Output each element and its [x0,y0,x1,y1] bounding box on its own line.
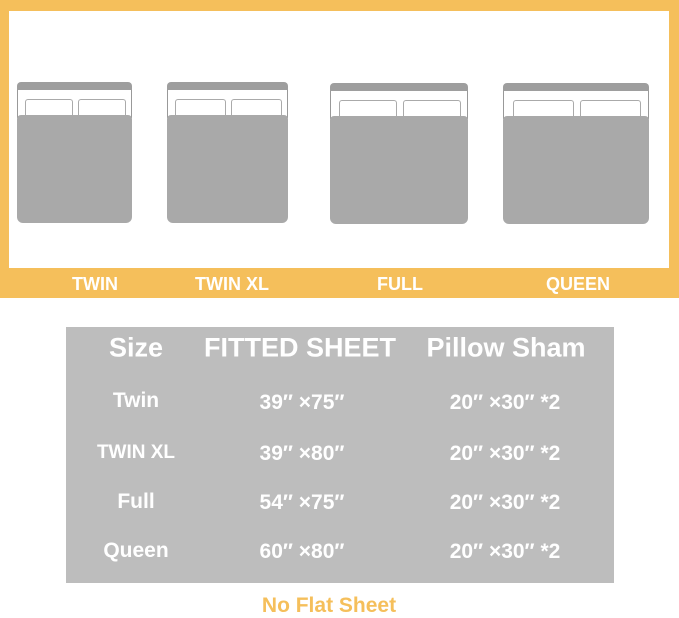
row-queen-sham: 20″ ×30″ *2 [449,540,561,563]
bed-label-twin-xl: TWIN XL [195,274,269,294]
row-twin-size: Twin [112,389,160,412]
row-queen-size: Queen [103,539,169,562]
twin-bed-icon [17,82,132,223]
row-full-fitted: 54″ ×75″ [259,491,345,514]
row-twinxl-size: TWIN XL [96,442,176,463]
header-size: Size [108,332,164,363]
header-pillow-sham: Pillow Sham [426,332,586,363]
row-twin-fitted: 39″ ×75″ [259,391,345,414]
header-fitted-sheet: FITTED SHEET [203,332,397,363]
row-full-sham: 20″ ×30″ *2 [449,491,561,514]
twin-xl-bed-icon [167,82,288,223]
bed-label-full: FULL [377,274,423,294]
bed-label-twin: TWIN [72,274,118,294]
full-bed-icon [330,83,468,224]
row-queen-fitted: 60″ ×80″ [259,540,345,563]
bed-label-queen: QUEEN [545,274,611,294]
row-twin-sham: 20″ ×30″ *2 [449,391,561,414]
size-table: Size FITTED SHEET Pillow Sham Twin 39″ ×… [66,327,614,583]
row-twinxl-sham: 20″ ×30″ *2 [449,442,561,465]
row-twinxl-fitted: 39″ ×80″ [259,442,345,465]
row-full-size: Full [117,490,155,513]
queen-bed-icon [503,83,649,224]
no-flat-sheet-note: No Flat Sheet [261,594,397,617]
